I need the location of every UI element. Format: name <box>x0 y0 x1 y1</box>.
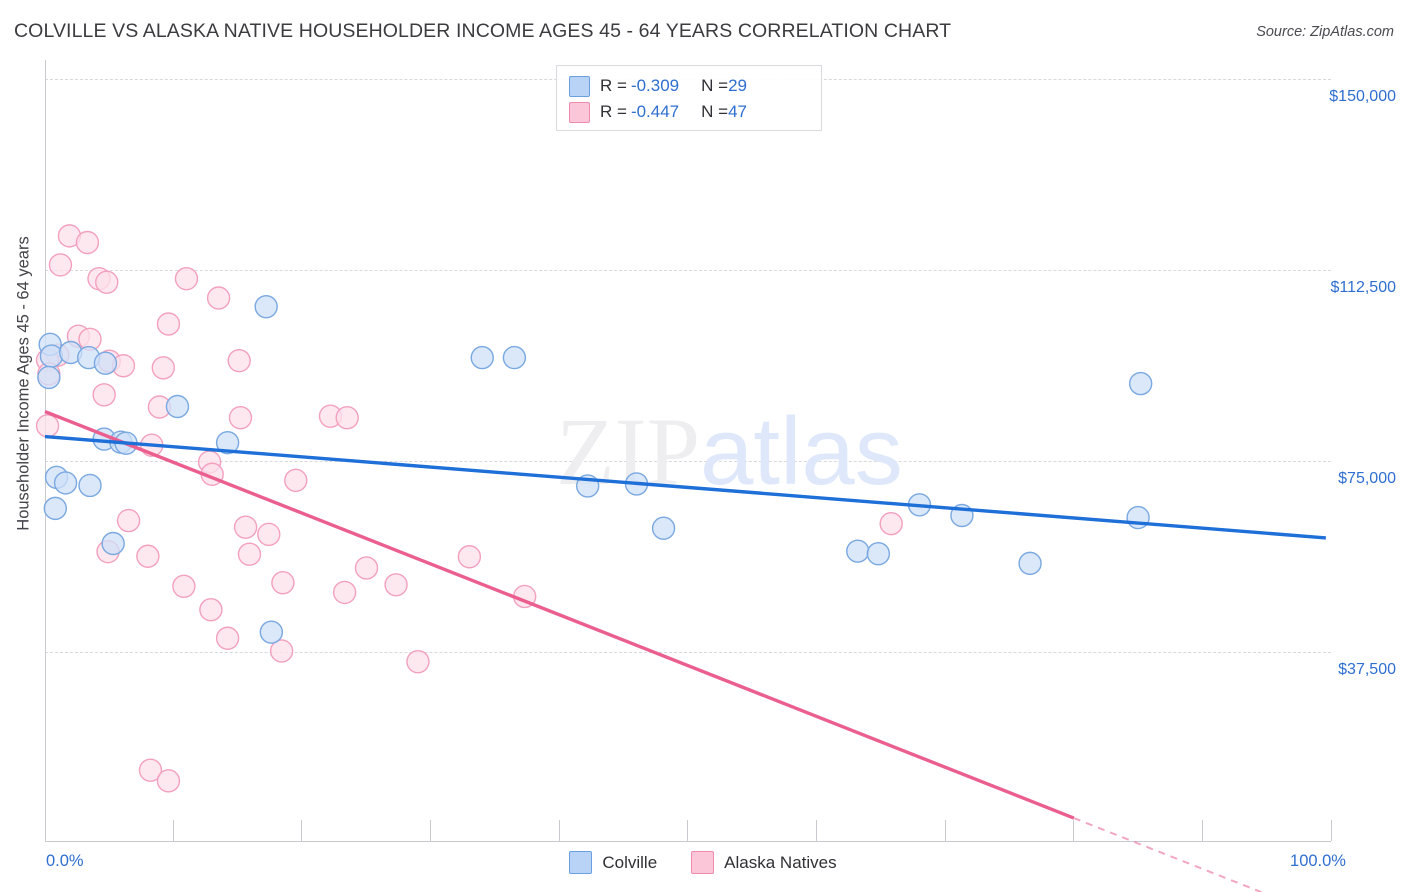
data-point[interactable] <box>384 573 408 597</box>
x-tick-mark <box>687 820 688 841</box>
gridline-37500 <box>45 652 1331 653</box>
x-tick-mark <box>430 820 431 841</box>
data-point[interactable] <box>257 522 281 547</box>
y-axis-line <box>45 60 46 841</box>
chart-legend: Colville Alaska Natives <box>0 851 1406 874</box>
data-point[interactable] <box>136 544 160 568</box>
x-tick-mark <box>173 820 174 841</box>
data-point[interactable] <box>53 471 78 495</box>
r-value-colville: -0.309 <box>630 76 680 95</box>
x-axis-line <box>45 841 1331 842</box>
data-point[interactable] <box>284 468 308 493</box>
r-label: R = <box>600 76 627 95</box>
data-point[interactable] <box>35 414 60 438</box>
data-point[interactable] <box>95 270 119 294</box>
y-tick-37500: $37,500 <box>1338 661 1396 678</box>
x-tick-mark <box>301 820 302 841</box>
data-point[interactable] <box>233 515 258 539</box>
data-point[interactable] <box>866 542 891 566</box>
data-point[interactable] <box>39 344 64 368</box>
trendline-alaska-natives <box>44 410 1075 820</box>
data-point[interactable] <box>172 574 196 598</box>
x-tick-mark <box>945 820 946 841</box>
data-point[interactable] <box>199 598 223 622</box>
data-point[interactable] <box>228 406 253 430</box>
data-point[interactable] <box>92 383 116 407</box>
gridline-75000 <box>45 461 1331 462</box>
data-point[interactable] <box>43 496 67 521</box>
data-point[interactable] <box>37 365 61 390</box>
legend-item-colville[interactable]: Colville <box>569 851 657 874</box>
n-label: N = <box>701 76 729 95</box>
data-point[interactable] <box>406 649 430 674</box>
data-point[interactable] <box>269 639 294 663</box>
data-point[interactable] <box>215 430 240 455</box>
stat-row-colville: R = -0.309 N = 29 <box>569 73 809 99</box>
data-point[interactable] <box>227 348 251 373</box>
data-point[interactable] <box>271 571 295 595</box>
n-label: N = <box>701 102 729 121</box>
data-point[interactable] <box>846 539 870 563</box>
data-point[interactable] <box>75 230 100 255</box>
data-point[interactable] <box>879 511 903 536</box>
data-point[interactable] <box>332 580 357 605</box>
legend-label-alaska-natives: Alaska Natives <box>724 852 837 872</box>
data-point[interactable] <box>354 556 379 580</box>
data-point[interactable] <box>206 286 231 310</box>
data-point[interactable] <box>259 620 284 644</box>
y-tick-112500: $112,500 <box>1330 279 1396 296</box>
gridline-112500 <box>45 270 1331 271</box>
x-tick-mark <box>816 820 817 841</box>
series-alaska-natives-points <box>35 224 903 793</box>
y-tick-150000: $150,000 <box>1329 88 1396 105</box>
data-point[interactable] <box>335 406 359 430</box>
data-point[interactable] <box>101 531 125 556</box>
data-point[interactable] <box>174 266 199 291</box>
data-point[interactable] <box>651 516 676 540</box>
data-point[interactable] <box>470 345 494 370</box>
data-point[interactable] <box>156 769 181 793</box>
colville-swatch-icon <box>569 75 590 97</box>
legend-item-alaska-natives[interactable]: Alaska Natives <box>691 851 837 874</box>
trendline-colville <box>44 434 1326 540</box>
data-point[interactable] <box>215 626 240 650</box>
x-tick-0: 0.0% <box>46 852 84 870</box>
data-point[interactable] <box>138 758 163 782</box>
data-point[interactable] <box>165 394 190 419</box>
x-tick-mark <box>1202 820 1203 841</box>
stat-row-alaska-natives: R = -0.447 N = 47 <box>569 99 809 125</box>
data-point[interactable] <box>502 345 527 370</box>
page-title: COLVILLE VS ALASKA NATIVE HOUSEHOLDER IN… <box>14 20 952 42</box>
x-tick-mark <box>1073 820 1074 841</box>
data-point[interactable] <box>156 312 181 336</box>
data-point[interactable] <box>116 508 141 533</box>
alaska-natives-swatch-icon <box>569 101 590 123</box>
x-tick-mark <box>1331 820 1332 841</box>
colville-legend-swatch-icon <box>569 851 593 874</box>
data-point[interactable] <box>151 356 176 380</box>
data-point[interactable] <box>254 294 278 319</box>
data-point[interactable] <box>457 545 482 569</box>
y-tick-75000: $75,000 <box>1338 470 1396 487</box>
trendlines <box>44 410 1326 892</box>
n-value-colville: 29 <box>728 76 747 95</box>
r-label: R = <box>600 102 627 121</box>
source-label: Source: ZipAtlas.com <box>1256 24 1394 40</box>
data-point[interactable] <box>48 253 73 277</box>
data-point[interactable] <box>93 351 118 375</box>
data-point[interactable] <box>1018 551 1042 576</box>
data-point[interactable] <box>237 542 262 566</box>
n-value-alaska-natives: 47 <box>728 102 747 121</box>
x-tick-100: 100.0% <box>1290 852 1346 870</box>
legend-label-colville: Colville <box>602 852 658 872</box>
r-value-alaska-natives: -0.447 <box>630 102 680 121</box>
data-point[interactable] <box>1128 371 1153 396</box>
alaska-natives-legend-swatch-icon <box>691 851 715 874</box>
correlation-stats-box: R = -0.309 N = 29 R = -0.447 N = 47 <box>556 65 822 131</box>
data-point[interactable] <box>78 473 102 498</box>
x-tick-mark <box>559 820 560 841</box>
